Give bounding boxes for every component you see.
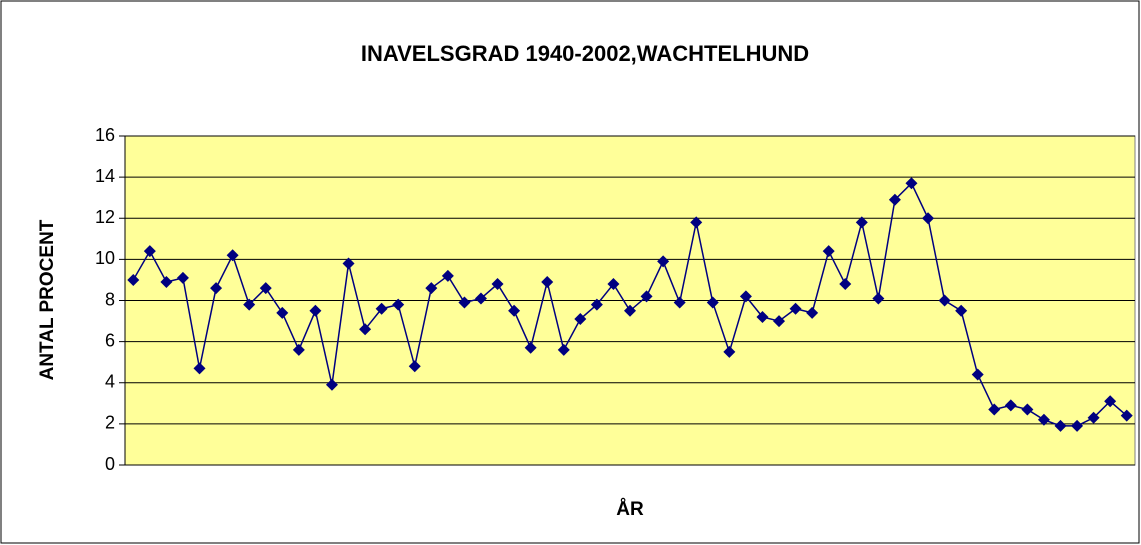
y-tick-label: 14 bbox=[95, 166, 115, 186]
data-point bbox=[143, 245, 156, 258]
data-point bbox=[922, 212, 935, 225]
data-point bbox=[607, 278, 620, 291]
y-tick-label: 12 bbox=[95, 207, 115, 227]
data-point bbox=[193, 362, 206, 375]
data-point bbox=[226, 249, 239, 262]
y-tick-label: 10 bbox=[95, 248, 115, 268]
data-point bbox=[624, 304, 636, 317]
data-point bbox=[1120, 409, 1133, 422]
data-point bbox=[855, 216, 868, 229]
data-point bbox=[789, 302, 802, 315]
data-point bbox=[590, 298, 603, 311]
chart-title: INAVELSGRAD 1940-2002,WACHTELHUND bbox=[361, 41, 809, 66]
y-tick-label: 16 bbox=[95, 125, 115, 145]
data-point bbox=[408, 360, 421, 373]
data-point bbox=[971, 368, 984, 381]
data-point bbox=[1087, 411, 1100, 424]
data-point bbox=[839, 278, 852, 291]
data-point bbox=[1004, 399, 1017, 412]
data-point bbox=[955, 304, 968, 317]
data-point bbox=[1071, 419, 1084, 432]
data-point bbox=[822, 245, 835, 258]
data-point bbox=[474, 292, 487, 305]
y-tick-label: 2 bbox=[105, 413, 115, 433]
data-point bbox=[325, 378, 338, 391]
y-tick-label: 4 bbox=[105, 372, 115, 392]
data-point bbox=[259, 282, 272, 295]
data-point bbox=[425, 282, 438, 295]
data-point bbox=[441, 269, 454, 282]
data-point bbox=[706, 296, 719, 309]
data-point bbox=[210, 282, 223, 295]
data-point bbox=[888, 193, 901, 206]
data-point bbox=[342, 257, 355, 270]
data-point bbox=[524, 341, 537, 354]
data-point bbox=[1021, 403, 1034, 416]
data-point bbox=[773, 315, 786, 328]
data-point bbox=[905, 177, 918, 190]
data-point bbox=[739, 290, 752, 303]
data-point bbox=[127, 273, 140, 286]
data-point bbox=[723, 345, 736, 358]
data-point bbox=[309, 304, 322, 317]
data-point bbox=[375, 302, 388, 315]
data-point bbox=[1054, 419, 1067, 432]
data-point bbox=[806, 306, 819, 319]
y-tick-label: 0 bbox=[105, 454, 115, 474]
data-point bbox=[574, 313, 587, 326]
y-axis-title: ANTAL PROCENT bbox=[37, 219, 58, 380]
data-point bbox=[673, 296, 686, 309]
data-point bbox=[292, 343, 305, 356]
data-point bbox=[756, 310, 769, 323]
data-point bbox=[640, 290, 653, 303]
data-point bbox=[557, 343, 570, 356]
data-point bbox=[872, 292, 885, 305]
data-point bbox=[657, 255, 670, 268]
data-point bbox=[988, 403, 1001, 416]
data-point bbox=[359, 323, 372, 336]
data-point bbox=[392, 298, 405, 311]
data-point bbox=[160, 275, 173, 288]
data-point bbox=[508, 304, 521, 317]
data-point bbox=[176, 271, 189, 284]
data-point bbox=[541, 275, 554, 288]
data-point bbox=[243, 298, 256, 311]
data-point bbox=[690, 216, 703, 229]
y-tick-label: 8 bbox=[105, 289, 115, 309]
data-point bbox=[276, 306, 289, 319]
data-point bbox=[458, 296, 471, 309]
data-point bbox=[1037, 413, 1050, 426]
y-tick-label: 6 bbox=[105, 330, 115, 350]
data-point bbox=[491, 278, 504, 291]
data-point bbox=[938, 294, 951, 307]
data-point bbox=[1104, 395, 1117, 408]
x-axis-title: ÅR bbox=[616, 499, 644, 520]
